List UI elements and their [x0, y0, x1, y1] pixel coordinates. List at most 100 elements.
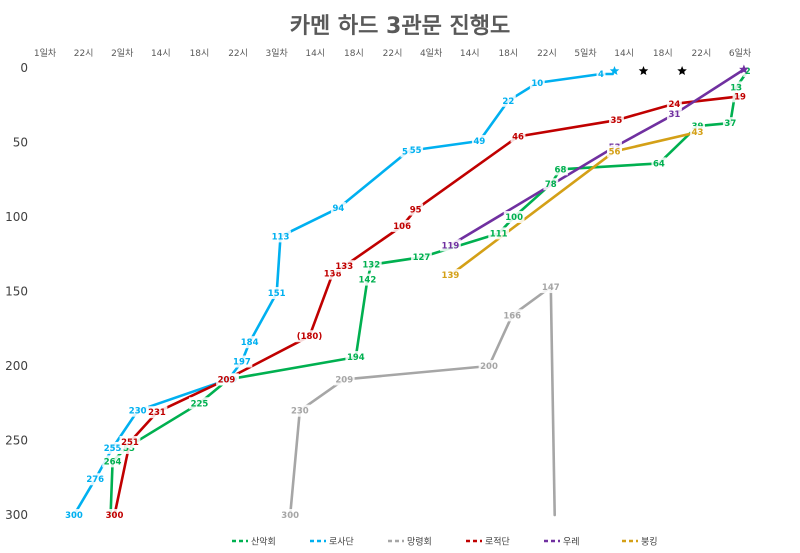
data-label-bg — [553, 163, 568, 176]
legend-label: 붕킹 — [641, 536, 658, 548]
data-label-bg — [408, 203, 424, 216]
data-label: 251 — [121, 438, 139, 448]
data-label-bg — [333, 373, 355, 386]
data-label: 78 — [545, 180, 557, 190]
data-label: 113 — [272, 232, 290, 242]
data-label: 200 — [480, 362, 498, 372]
data-label-bg — [216, 373, 237, 386]
data-label-bg — [84, 473, 106, 486]
data-label: 166 — [503, 311, 521, 321]
x-tick-label: 22시 — [74, 48, 94, 59]
data-label-bg — [127, 404, 149, 417]
star-marker — [638, 66, 649, 75]
data-label-bg — [63, 509, 85, 521]
data-label-bg — [295, 330, 324, 343]
legend-label: 망령회 — [407, 536, 432, 548]
data-label: 56 — [402, 147, 414, 157]
data-label: 209 — [335, 375, 353, 385]
data-label-bg — [289, 404, 311, 417]
data-label-bg — [609, 114, 624, 127]
data-label: 24 — [668, 100, 680, 110]
data-label-bg — [270, 230, 291, 243]
data-label: 142 — [359, 276, 377, 286]
data-label-bg — [488, 227, 510, 240]
data-label-bg — [102, 455, 123, 468]
data-label-bg — [333, 260, 355, 273]
data-label: 2 — [745, 67, 751, 77]
data-label-bg — [501, 309, 523, 322]
data-label: 56 — [609, 147, 621, 157]
data-label: 19 — [734, 92, 746, 102]
x-tick-label: 18시 — [344, 48, 364, 59]
data-label-bg — [500, 94, 516, 107]
data-label-bg — [189, 397, 210, 410]
data-label-bg — [743, 64, 753, 77]
data-label: 37 — [724, 119, 736, 129]
data-label: 138 — [324, 270, 342, 280]
data-label: 127 — [413, 253, 431, 263]
data-label: 230 — [291, 407, 309, 417]
x-tick-label: 22시 — [228, 48, 248, 59]
data-label-bg — [529, 76, 545, 89]
data-label: 231 — [148, 408, 166, 418]
data-label-bg — [722, 117, 738, 130]
data-label: 230 — [129, 407, 147, 417]
x-tick-label: 14시 — [305, 48, 325, 59]
x-tick-label: 14시 — [460, 48, 480, 59]
data-label-bg — [239, 336, 261, 349]
x-tick-label: 18시 — [653, 48, 673, 59]
data-label: (180) — [297, 332, 323, 342]
data-label: 151 — [268, 289, 286, 299]
x-tick-label: 22시 — [537, 48, 557, 59]
data-label: 106 — [393, 222, 411, 232]
data-label-bg — [104, 509, 125, 521]
data-label: 94 — [333, 204, 345, 214]
data-label: 111 — [490, 229, 508, 239]
x-tick-label: 5일차 — [574, 47, 597, 59]
data-label-bg — [666, 97, 682, 110]
x-tick-label: 6일차 — [729, 47, 752, 59]
data-label: 100 — [505, 213, 523, 223]
data-label-bg — [666, 108, 682, 121]
x-tick-label: 4일차 — [420, 47, 443, 59]
data-label: 119 — [442, 241, 460, 251]
x-tick-label: 2일차 — [111, 47, 134, 59]
data-label: 255 — [104, 444, 122, 454]
data-label-bg — [543, 178, 559, 191]
data-label-bg — [411, 251, 432, 264]
x-tick-label: 22시 — [692, 48, 712, 59]
x-tick-label: 18시 — [498, 48, 518, 59]
data-label-bg — [360, 258, 382, 271]
data-label: 35 — [611, 116, 623, 126]
data-label-bg — [690, 126, 705, 139]
y-tick-label: 0 — [20, 61, 28, 75]
data-label-bg — [540, 281, 562, 294]
legend-label: 로사단 — [329, 537, 354, 548]
x-tick-label: 14시 — [614, 48, 634, 59]
data-label-bg — [146, 406, 168, 419]
data-label: 64 — [653, 159, 665, 169]
data-label-bg — [408, 143, 424, 156]
legend-label: 로적단 — [485, 536, 510, 548]
y-tick-label: 50 — [13, 136, 28, 150]
data-label: 10 — [531, 79, 543, 89]
data-label: 300 — [65, 511, 83, 521]
data-label-bg — [391, 219, 413, 232]
data-label: 68 — [555, 165, 567, 175]
data-label: 255 — [117, 444, 135, 454]
y-tick-label: 250 — [5, 434, 28, 448]
data-label-bg — [331, 202, 346, 215]
series-line-1 — [72, 72, 614, 517]
data-label: 300 — [281, 511, 299, 521]
y-tick-label: 150 — [5, 285, 28, 299]
x-tick-label: 22시 — [383, 48, 403, 59]
data-label: 133 — [335, 262, 353, 272]
data-label: 225 — [191, 399, 209, 409]
data-label-bg — [510, 130, 526, 143]
x-tick-label: 3일차 — [266, 47, 289, 59]
data-label: 276 — [86, 475, 104, 485]
x-tick-label: 18시 — [190, 48, 210, 59]
series-line-0 — [109, 69, 750, 517]
data-label-bg — [503, 211, 525, 223]
